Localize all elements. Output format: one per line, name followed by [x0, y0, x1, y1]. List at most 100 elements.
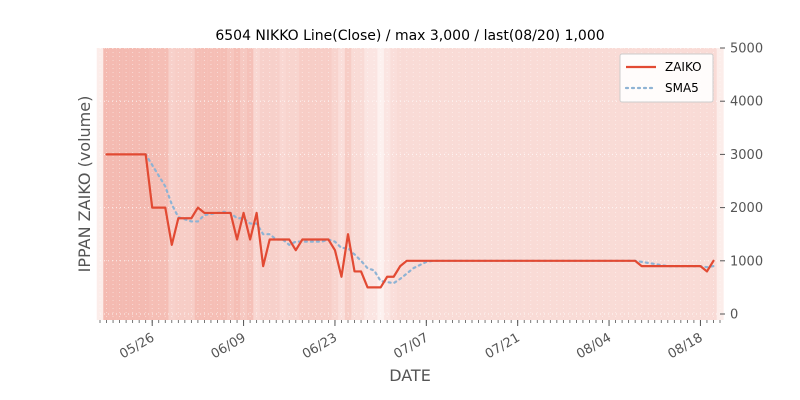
band-base — [292, 48, 300, 320]
band — [305, 48, 313, 320]
band — [651, 48, 659, 320]
band-base — [338, 48, 346, 320]
band — [240, 48, 248, 320]
band-base — [175, 48, 182, 320]
band — [703, 48, 711, 320]
band — [286, 48, 293, 320]
band-base — [612, 48, 620, 320]
band — [638, 48, 646, 320]
band-base — [305, 48, 313, 320]
band — [122, 48, 130, 320]
band — [592, 48, 600, 320]
band — [527, 48, 535, 320]
band-base — [638, 48, 646, 320]
band-base — [279, 48, 287, 320]
band — [331, 48, 339, 320]
band-base — [162, 48, 169, 320]
y-axis-label: IPPAN ZAIKO (volume) — [75, 96, 94, 273]
band — [253, 48, 261, 320]
band-base — [423, 48, 430, 320]
band-base — [357, 48, 365, 320]
band-base — [631, 48, 639, 320]
band — [410, 48, 417, 320]
band-base — [259, 48, 267, 320]
band-base — [514, 48, 522, 320]
band — [364, 48, 372, 320]
band — [501, 48, 509, 320]
band — [129, 48, 137, 320]
band-base — [168, 48, 176, 320]
grid — [99, 47, 721, 320]
y-tick-label: 5000 — [730, 42, 763, 57]
band-base — [318, 48, 326, 320]
band — [103, 48, 111, 320]
band-base — [390, 48, 398, 320]
band-base — [644, 48, 652, 320]
band-base — [573, 48, 581, 320]
legend-label-zaiko: ZAIKO — [665, 60, 702, 74]
background-bands — [96, 48, 724, 320]
band — [436, 48, 444, 320]
band — [455, 48, 463, 320]
band-base — [710, 48, 718, 320]
band — [325, 48, 333, 320]
band-base — [429, 48, 437, 320]
plot-area — [96, 47, 724, 320]
band-base — [142, 48, 150, 320]
x-axis-label: DATE — [389, 366, 431, 385]
band-base — [501, 48, 509, 320]
band — [96, 48, 104, 320]
band — [599, 48, 607, 320]
band-base — [116, 48, 124, 320]
band-base — [494, 48, 502, 320]
band-base — [651, 48, 659, 320]
band — [520, 48, 528, 320]
band-base — [299, 48, 306, 320]
band-base — [488, 48, 496, 320]
band-base — [547, 48, 554, 320]
band — [259, 48, 267, 320]
band-base — [566, 48, 574, 320]
band — [318, 48, 326, 320]
band — [116, 48, 124, 320]
band — [188, 48, 196, 320]
band — [423, 48, 430, 320]
band — [370, 48, 378, 320]
band — [214, 48, 222, 320]
band — [540, 48, 548, 320]
series-lines — [105, 153, 715, 289]
band — [710, 48, 718, 320]
band — [573, 48, 581, 320]
band — [396, 48, 404, 320]
band-base — [364, 48, 372, 320]
band-base — [403, 48, 411, 320]
band — [175, 48, 182, 320]
band-base — [396, 48, 404, 320]
y-tick-label: 1000 — [730, 254, 763, 269]
band-base — [442, 48, 450, 320]
band — [383, 48, 391, 320]
band-base — [370, 48, 378, 320]
band — [566, 48, 574, 320]
band-base — [449, 48, 457, 320]
band-base — [286, 48, 293, 320]
band-base — [540, 48, 548, 320]
band-base — [96, 48, 104, 320]
band — [142, 48, 150, 320]
band — [547, 48, 554, 320]
band — [246, 48, 254, 320]
band-base — [436, 48, 444, 320]
band — [181, 48, 189, 320]
band — [109, 48, 117, 320]
band — [390, 48, 398, 320]
band-base — [194, 48, 202, 320]
band — [155, 48, 163, 320]
band-base — [227, 48, 235, 320]
band-base — [207, 48, 215, 320]
y-tick-label: 0 — [730, 308, 738, 323]
band-base — [188, 48, 196, 320]
band-base — [462, 48, 470, 320]
band — [279, 48, 287, 320]
band-base — [658, 48, 665, 320]
